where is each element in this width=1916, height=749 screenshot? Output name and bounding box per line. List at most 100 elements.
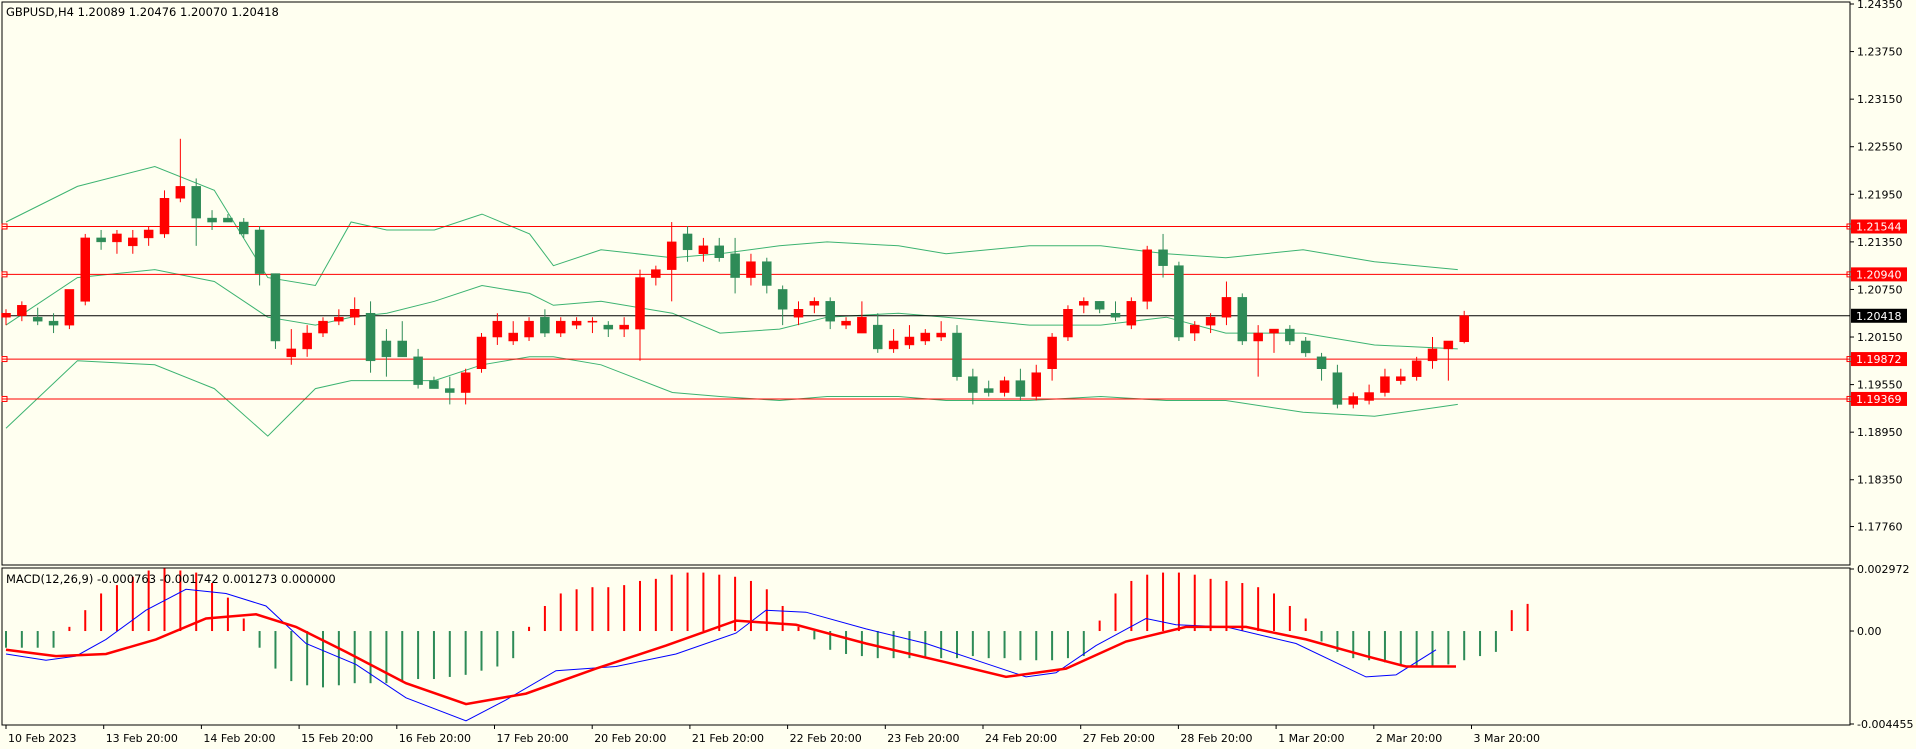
candle-body <box>128 237 138 247</box>
candle-body <box>762 261 772 286</box>
candle-body <box>239 221 249 235</box>
level-price-label: 1.19369 <box>1856 393 1902 406</box>
candle-body <box>873 324 883 350</box>
candle-body <box>968 376 978 393</box>
candle-body <box>1126 301 1137 326</box>
candle-body <box>175 186 186 199</box>
candle-body <box>1364 392 1374 401</box>
candle-body <box>349 309 360 318</box>
candle-body <box>492 320 503 338</box>
candle-body <box>1094 301 1105 310</box>
candle-body <box>508 332 518 342</box>
price-axis[interactable]: 1.24350 1.23750 1.23150 1.22550 1.21950 1.213… <box>1850 0 1903 534</box>
candle-body <box>952 332 962 377</box>
horizontal-levels[interactable]: 1.21544 1.20940 1.19872 1.19369 1.20418 <box>1 219 1907 406</box>
candle-body <box>143 229 154 239</box>
candle-body <box>1411 360 1422 377</box>
level-anchor-handle[interactable] <box>1 271 8 278</box>
candle-body <box>1158 249 1168 266</box>
candle-body <box>1 312 11 318</box>
price-tick-label: 1.24350 <box>1857 0 1903 11</box>
candle-body <box>556 320 566 334</box>
macd-tick-label: 0.002972 <box>1857 563 1910 576</box>
price-tick-label: 1.18350 <box>1857 474 1903 487</box>
candle-body <box>445 388 455 393</box>
bollinger-lower-line <box>5 356 1458 437</box>
candle-body <box>302 332 312 350</box>
macd-axis: 0.002972 0.00 -0.004455 <box>1850 563 1913 731</box>
time-tick-label: 28 Feb 20:00 <box>1180 732 1252 745</box>
level-price-label: 1.20940 <box>1856 268 1902 281</box>
candle-body <box>983 388 994 393</box>
current-price-label-bg <box>1851 308 1907 323</box>
current-price-label: 1.20418 <box>1856 310 1902 323</box>
candle-body <box>999 380 1010 393</box>
candle-body <box>524 320 534 338</box>
candle-body <box>1205 316 1216 326</box>
level-anchor-handle[interactable] <box>1 223 8 230</box>
price-tick-label: 1.20150 <box>1857 331 1903 344</box>
time-tick-label: 13 Feb 20:00 <box>106 732 178 745</box>
macd-pane-header: MACD(12,26,9) -0.000763 -0.001742 0.0012… <box>6 572 336 586</box>
macd-tick-label: 0.00 <box>1857 625 1882 638</box>
time-axis[interactable]: 10 Feb 2023 13 Feb 20:00 14 Feb 20:00 15 Fe… <box>5 725 1540 745</box>
candle-body <box>1190 324 1200 334</box>
main-pane-frame <box>1 1 1851 566</box>
candle-body <box>1253 332 1263 342</box>
candle-body <box>904 336 915 346</box>
candle-body <box>191 186 201 219</box>
candle-body <box>334 316 344 322</box>
candle-body <box>730 253 740 278</box>
level-anchor-handle[interactable] <box>1 395 8 402</box>
macd-line <box>5 588 1437 722</box>
candle-body <box>619 324 629 330</box>
price-tick-label: 1.23150 <box>1857 93 1903 106</box>
candle-body <box>1015 380 1026 397</box>
candle-body <box>381 340 392 358</box>
price-tick-label: 1.17760 <box>1857 521 1903 534</box>
time-tick-label: 2 Mar 20:00 <box>1376 732 1442 745</box>
candle-body <box>1079 301 1089 306</box>
candle-body <box>1174 265 1184 338</box>
candle-body <box>112 233 122 243</box>
candle-body <box>635 277 645 330</box>
price-tick-label: 1.22550 <box>1857 141 1903 154</box>
level-price-label: 1.21544 <box>1856 220 1902 233</box>
candle-body <box>429 380 439 389</box>
time-tick-label: 20 Feb 20:00 <box>594 732 666 745</box>
candle-body <box>1348 396 1358 405</box>
candle-body <box>666 241 677 270</box>
macd-signal-line <box>5 613 1456 706</box>
candle-body <box>571 320 582 326</box>
candle-body <box>1443 340 1454 350</box>
candle-body <box>1300 340 1311 354</box>
candle-body <box>1269 328 1279 334</box>
candle-body <box>365 312 376 362</box>
time-tick-label: 21 Feb 20:00 <box>692 732 764 745</box>
candle-body <box>587 320 598 323</box>
time-tick-label: 23 Feb 20:00 <box>887 732 959 745</box>
candle-body <box>286 348 297 358</box>
level-price-label-bg <box>1851 391 1907 406</box>
candle-body <box>254 229 265 274</box>
candle-body <box>936 332 946 338</box>
price-tick-label: 1.21350 <box>1857 236 1903 249</box>
time-tick-label: 17 Feb 20:00 <box>497 732 569 745</box>
level-price-label: 1.19872 <box>1856 353 1902 366</box>
candle-body <box>270 273 281 342</box>
candle-body <box>1047 336 1057 369</box>
price-tick-label: 1.20750 <box>1857 283 1903 296</box>
candle-body <box>651 269 661 278</box>
candle-body <box>1031 372 1041 397</box>
candle-body <box>1316 356 1327 369</box>
level-anchor-handle[interactable] <box>1 356 8 363</box>
price-tick-label: 1.21950 <box>1857 188 1903 201</box>
candle-body <box>825 301 835 322</box>
candle-body <box>1285 328 1295 342</box>
candlestick-series <box>1 138 1469 409</box>
candle-body <box>1396 376 1406 381</box>
candle-body <box>413 356 423 385</box>
candle-body <box>64 289 75 326</box>
